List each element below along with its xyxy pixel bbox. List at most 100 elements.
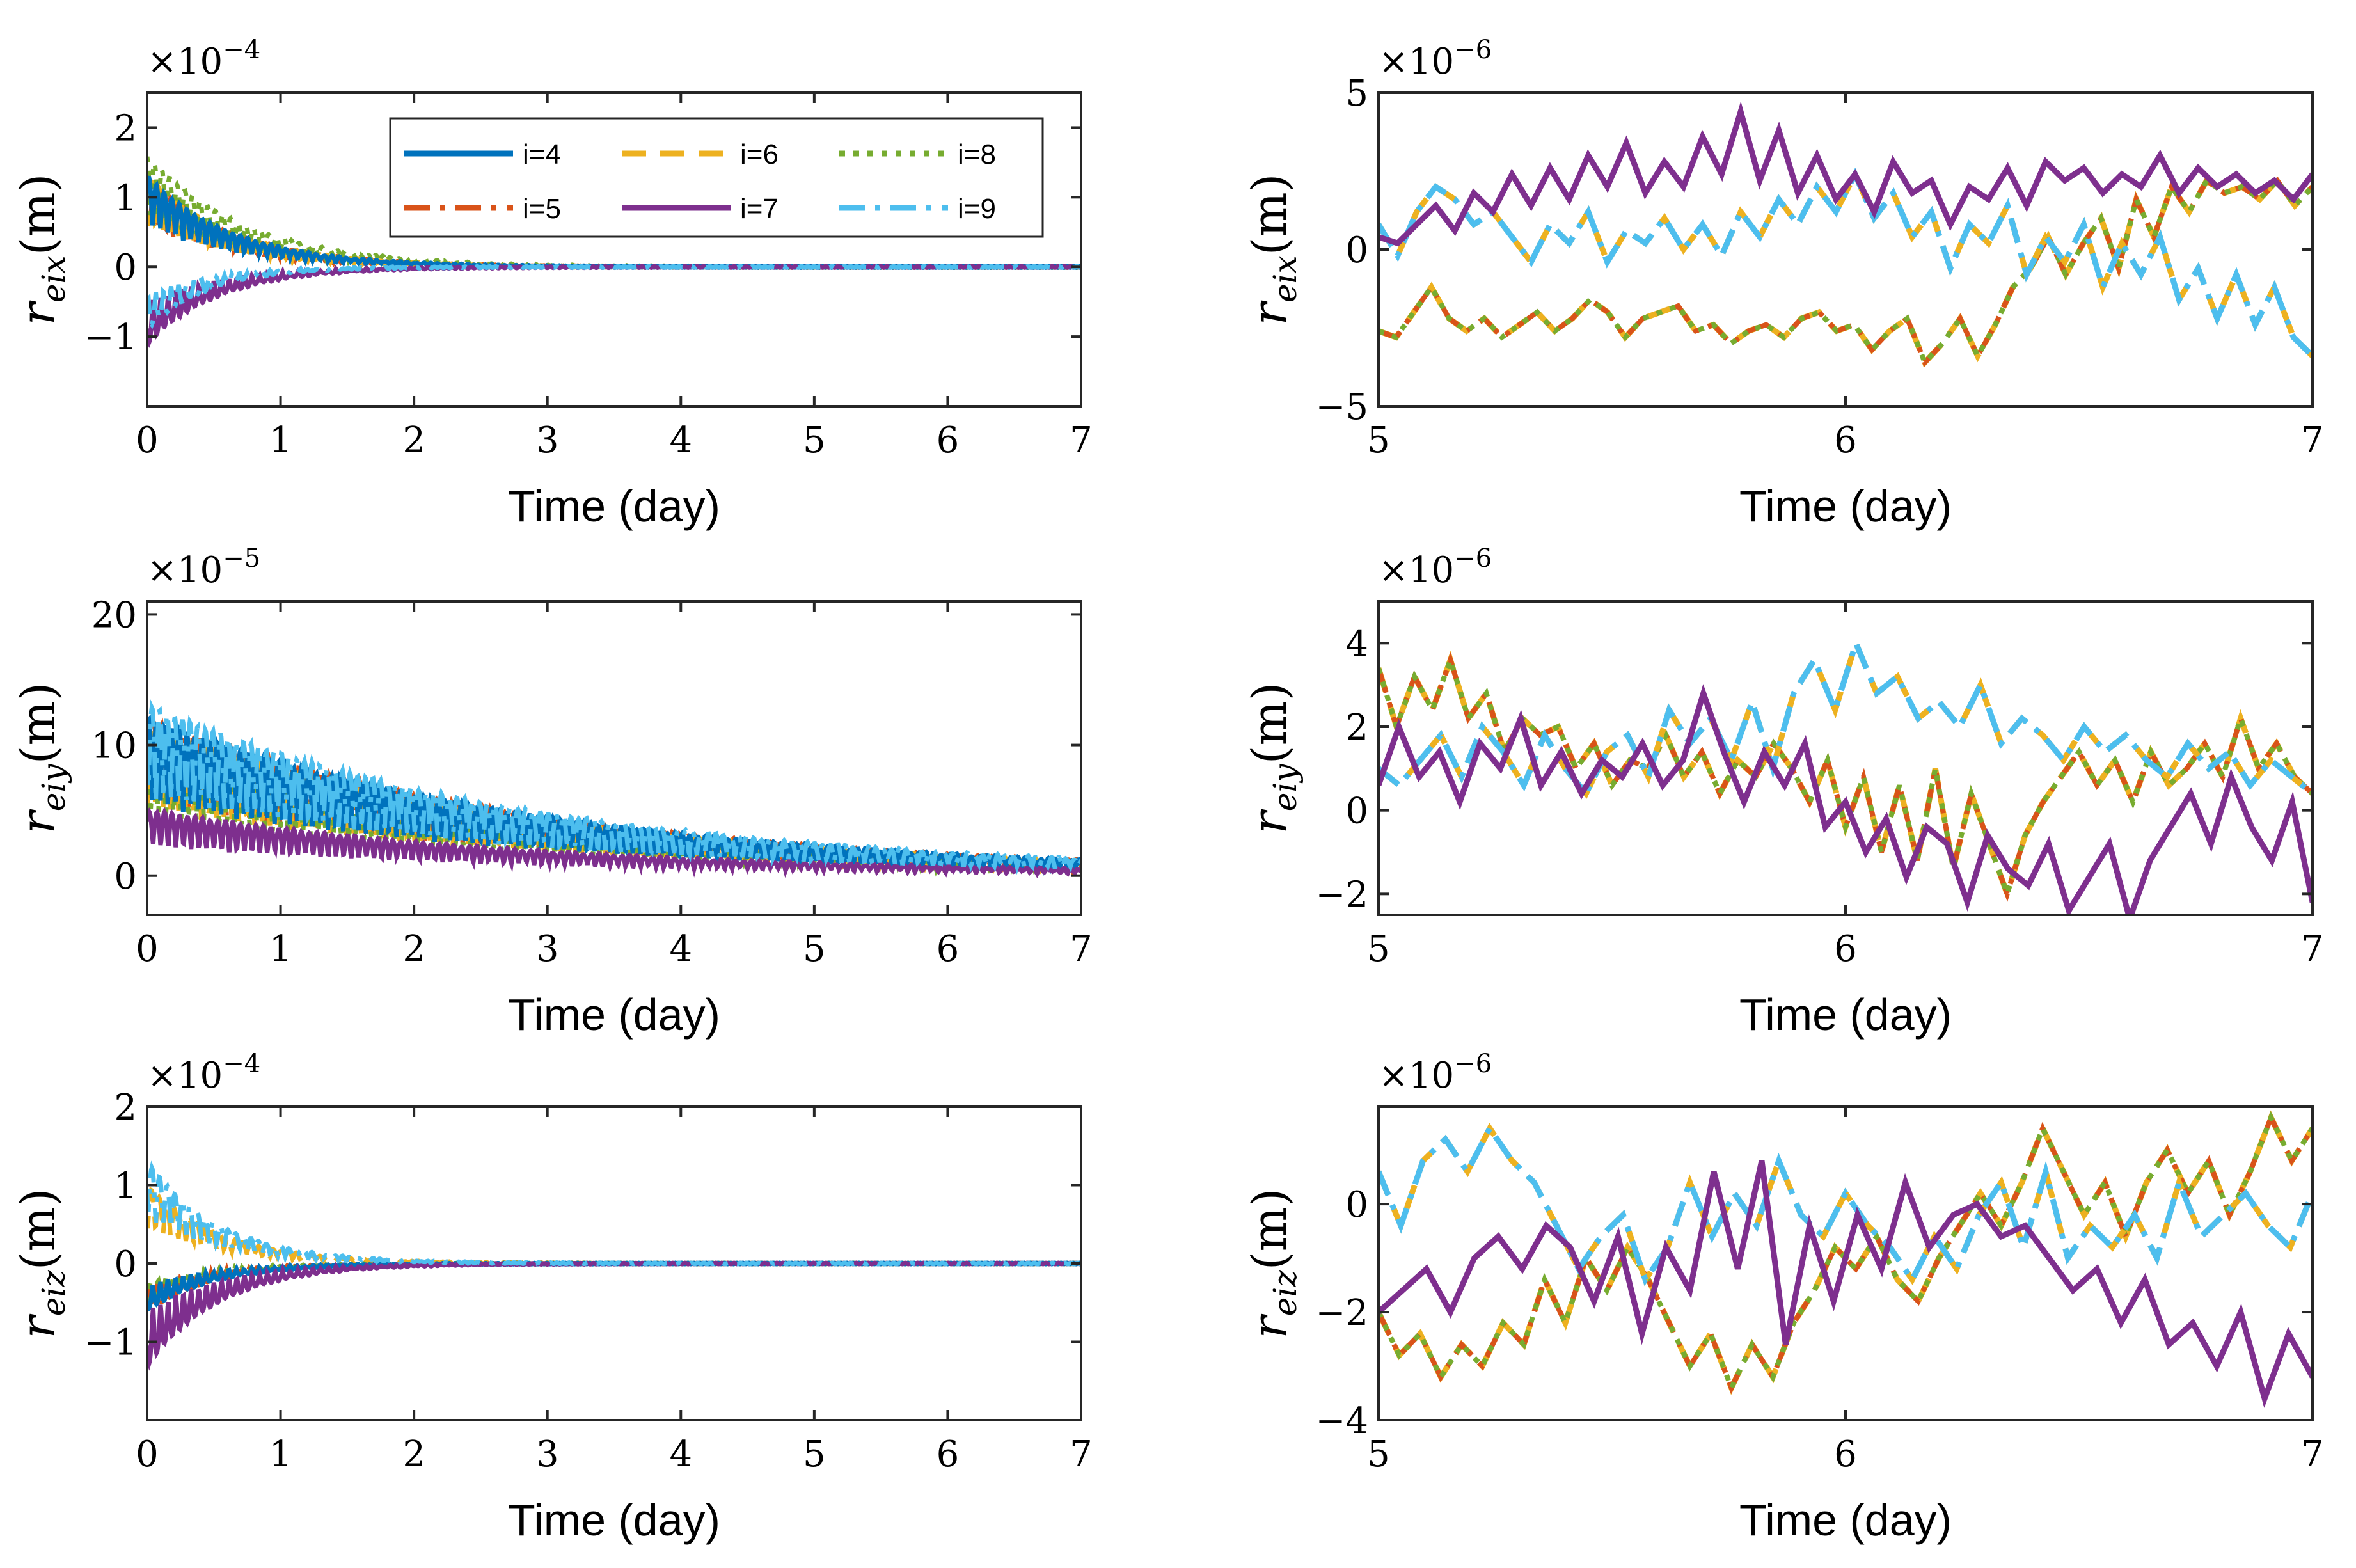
series-line-i8: [1379, 176, 2313, 367]
y-tick-label: 0: [1345, 791, 1368, 832]
y-tick-label: −1: [84, 1322, 137, 1364]
y-multiplier: ×10−6: [1379, 35, 1492, 83]
series-group: [1379, 635, 2313, 915]
series-group: [147, 699, 1081, 879]
axes-frame: [146, 600, 1082, 916]
x-tick-label: 6: [1834, 928, 1857, 970]
y-axis-label: reix(m): [1242, 173, 1304, 325]
legend-box: [389, 117, 1044, 238]
series-group: [147, 1160, 1081, 1371]
x-axis-label: Time (day): [1739, 1495, 1952, 1545]
x-axis-label: Time (day): [508, 1495, 720, 1545]
x-tick-label: 6: [937, 928, 960, 970]
x-tick-label: 6: [1834, 420, 1857, 461]
x-tick-label: 5: [803, 1434, 826, 1475]
series-line-i9: [1379, 167, 2313, 358]
legend-label-i7: i=7: [740, 193, 779, 225]
x-tick-label: 0: [136, 1434, 159, 1475]
series-group: [1379, 1110, 2313, 1408]
y-tick-label: 0: [114, 856, 137, 898]
x-tick-label: 4: [669, 420, 692, 461]
legend-label-i6: i=6: [740, 139, 779, 170]
y-multiplier: ×10−6: [1379, 544, 1492, 591]
legend-label-i4: i=4: [523, 139, 561, 170]
y-tick-label: −4: [1315, 1400, 1368, 1442]
series-line-i9: [147, 264, 1081, 329]
series-line-i7: [1379, 101, 2313, 247]
y-multiplier: ×10−4: [147, 35, 260, 83]
x-tick-label: 3: [536, 928, 559, 970]
y-tick-label: 20: [91, 594, 137, 636]
y-tick-label: −2: [1315, 874, 1368, 915]
y-tick-label: 10: [91, 725, 137, 767]
series-line-i7: [147, 806, 1081, 879]
x-tick-label: 3: [536, 420, 559, 461]
x-tick-label: 1: [269, 1434, 292, 1475]
y-multiplier: ×10−6: [1379, 1049, 1492, 1097]
x-tick-label: 1: [269, 420, 292, 461]
x-tick-label: 4: [669, 1434, 692, 1475]
x-axis-label: Time (day): [508, 481, 720, 531]
series-line-i8: [1379, 1111, 2313, 1395]
y-tick-label: 1: [114, 1166, 137, 1207]
y-tick-label: 2: [1345, 707, 1368, 748]
x-tick-label: 2: [402, 1434, 425, 1475]
x-axis-label: Time (day): [508, 990, 720, 1040]
y-axis-label: reiz(m): [1242, 1188, 1304, 1338]
x-tick-label: 7: [2301, 1434, 2324, 1475]
legend-label-i8: i=8: [958, 139, 996, 170]
series-line-i9: [1379, 1123, 2313, 1287]
y-multiplier: ×10−4: [147, 1049, 260, 1097]
x-tick-label: 7: [1070, 420, 1093, 461]
panel-p2: 5 6 7 −5 0 5 ×10−6 Time (day) reix(m): [1242, 35, 2324, 531]
x-tick-label: 6: [937, 1434, 960, 1475]
axes-frame: [146, 91, 1082, 408]
series-group: [147, 156, 1081, 349]
x-tick-label: 5: [1367, 420, 1390, 461]
x-tick-label: 6: [937, 420, 960, 461]
legend-label-i9: i=9: [958, 193, 996, 225]
x-tick-label: 5: [803, 928, 826, 970]
x-tick-label: 5: [803, 420, 826, 461]
x-tick-label: 7: [2301, 420, 2324, 461]
y-tick-label: 0: [114, 1244, 137, 1285]
series-line-i9: [147, 699, 1081, 875]
y-tick-label: 1: [114, 177, 137, 219]
x-tick-label: 0: [136, 928, 159, 970]
series-line-i8: [1379, 651, 2313, 902]
series-group: [1379, 101, 2313, 368]
y-tick-label: 5: [1345, 73, 1368, 115]
y-axis-label: reiz(m): [11, 1188, 72, 1338]
x-axis-label: Time (day): [1739, 990, 1952, 1040]
x-tick-label: 4: [669, 928, 692, 970]
y-axis-label: reiy(m): [1242, 682, 1304, 834]
x-tick-label: 6: [1834, 1434, 1857, 1475]
y-tick-label: 4: [1345, 623, 1368, 665]
y-axis-label: reiy(m): [11, 682, 72, 834]
panel-p3: 0 1 2 3 4 5 6 7 0 10 20×10−5 Time (day) reiy(m): [11, 544, 1093, 1040]
legend-label-i5: i=5: [523, 193, 561, 225]
legend: i=4 i=6 i=8 i=5 i=7 i=9: [389, 117, 1044, 238]
y-tick-label: 2: [114, 1087, 137, 1128]
x-tick-label: 5: [1367, 928, 1390, 970]
y-tick-label: −1: [84, 317, 137, 358]
x-tick-label: 7: [2301, 928, 2324, 970]
panel-p6: 5 6 7 −4 −2 0 ×10−6 Time (day) reiz(m): [1242, 1049, 2324, 1545]
series-line-i7: [1379, 1160, 2313, 1408]
series-line-i7: [1379, 684, 2313, 915]
x-tick-label: 5: [1367, 1434, 1390, 1475]
y-tick-label: −5: [1315, 386, 1368, 428]
x-axis-label: Time (day): [1739, 481, 1952, 531]
y-tick-label: 2: [114, 107, 137, 149]
x-tick-label: 7: [1070, 1434, 1093, 1475]
y-tick-label: 0: [1345, 1184, 1368, 1226]
y-axis-label: reix(m): [11, 173, 72, 325]
series-line-i9: [147, 1160, 1081, 1267]
x-tick-label: 7: [1070, 928, 1093, 970]
x-tick-label: 0: [136, 420, 159, 461]
x-tick-label: 2: [402, 420, 425, 461]
